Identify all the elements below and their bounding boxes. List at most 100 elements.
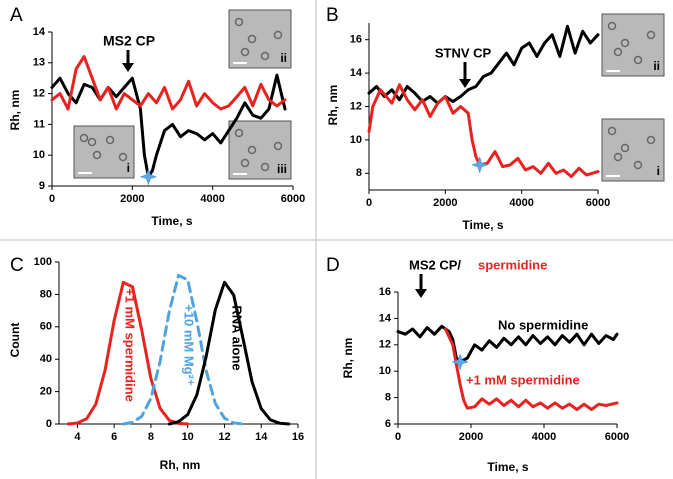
y-tick-label: 8 [356,167,362,179]
panel-label: A [10,5,23,26]
annotation: MS2 CP/ [409,257,461,272]
x-tick-label: 4000 [509,197,533,209]
panel-label: B [326,5,339,26]
y-tick-label: 16 [350,34,362,46]
y-tick-label: 16 [379,286,391,298]
y-tick-label: 0 [46,418,52,430]
inset-particle [646,135,656,145]
series-line [367,83,600,179]
annotation: RNA alone [230,305,245,370]
y-tick-label: 10 [33,149,45,161]
y-tick-label: 10 [379,365,391,377]
x-tick-label: 10 [182,431,194,443]
inset-image [601,118,665,182]
inset-particle [234,17,244,27]
x-tick-label: 14 [255,431,268,443]
annotation: +1 mM spermidine [466,372,580,387]
inset-image [228,9,292,69]
inset-label: ii [280,51,287,65]
minimum-star [451,353,469,371]
series-line [121,273,245,426]
x-tick-label: 0 [366,197,372,209]
inset-particle [92,150,102,160]
inset-particle [620,143,630,153]
arrow-head [459,79,471,88]
x-tick-label: 4 [74,431,81,443]
x-tick-label: 6000 [605,431,629,443]
y-axis-label: Rh, nm [326,85,340,126]
inset-label: i [127,161,130,175]
arrow-head [415,289,427,298]
y-tick-label: 14 [379,312,392,324]
x-tick-label: 2000 [459,431,483,443]
inset-particle [247,145,257,155]
inset-particle [273,30,283,40]
series-line [367,24,600,105]
series-line [66,280,190,426]
panel-label: C [10,255,24,276]
series-line [50,55,287,111]
series-line [396,324,619,364]
inset-particle [260,51,270,61]
inset-image [601,13,665,77]
y-tick-label: 12 [350,100,362,112]
y-tick-label: 80 [40,288,52,300]
annotation: No spermidine [498,317,588,332]
x-tick-label: 0 [49,193,55,205]
y-tick-label: 60 [40,321,52,333]
y-tick-label: 11 [33,118,45,130]
x-tick-label: 4000 [532,431,556,443]
y-tick-label: 14 [33,26,46,38]
inset-particle [87,137,97,147]
annotation: +1 mM spermidine [123,288,138,402]
inset-label: ii [653,59,660,73]
arrow-head [122,63,134,72]
x-axis-label: Time, s [151,214,192,228]
x-tick-label: 0 [395,431,401,443]
inset-particle [607,21,617,31]
inset-particle [613,152,623,162]
inset-particle [260,162,270,172]
series-line [50,73,287,179]
inset-particle [240,158,250,168]
inset-particle [633,160,643,170]
inset-particle [79,133,89,143]
inset-particle [240,47,250,57]
annotation: +10 mM Mg²⁺ [182,304,197,386]
y-tick-label: 9 [39,180,45,192]
y-axis-label: Rh, nm [8,90,22,131]
x-axis-label: Time, s [487,460,528,474]
inset-particle [633,55,643,65]
x-axis-label: Time, s [462,218,503,232]
inset-particle [118,152,128,162]
x-tick-label: 6 [111,431,117,443]
inset-particle [620,38,630,48]
minimum-star [139,168,158,186]
y-tick-label: 12 [33,88,45,100]
inset-particle [234,128,244,138]
inset-particle [247,34,257,44]
x-tick-label: 8 [148,431,154,443]
y-tick-label: 10 [350,134,362,146]
y-tick-label: 40 [40,353,52,365]
y-tick-label: 20 [40,386,52,398]
y-tick-label: 12 [379,339,391,351]
series-line [443,327,619,411]
inset-particle [646,30,656,40]
inset-particle [273,141,283,151]
inset-particle [105,135,115,145]
x-tick-label: 2000 [120,193,144,205]
x-tick-label: 2000 [433,197,457,209]
inset-particle [607,126,617,136]
x-tick-label: 4000 [200,193,224,205]
x-tick-label: 6000 [586,197,610,209]
x-tick-label: 12 [218,431,230,443]
annotation: STNV CP [435,45,492,60]
inset-label: iii [277,162,287,176]
y-axis-label: Count [8,323,22,358]
panel-label: D [326,255,340,276]
x-tick-label: 6000 [281,193,305,205]
y-tick-label: 13 [33,57,45,69]
x-tick-label: 16 [292,431,304,443]
